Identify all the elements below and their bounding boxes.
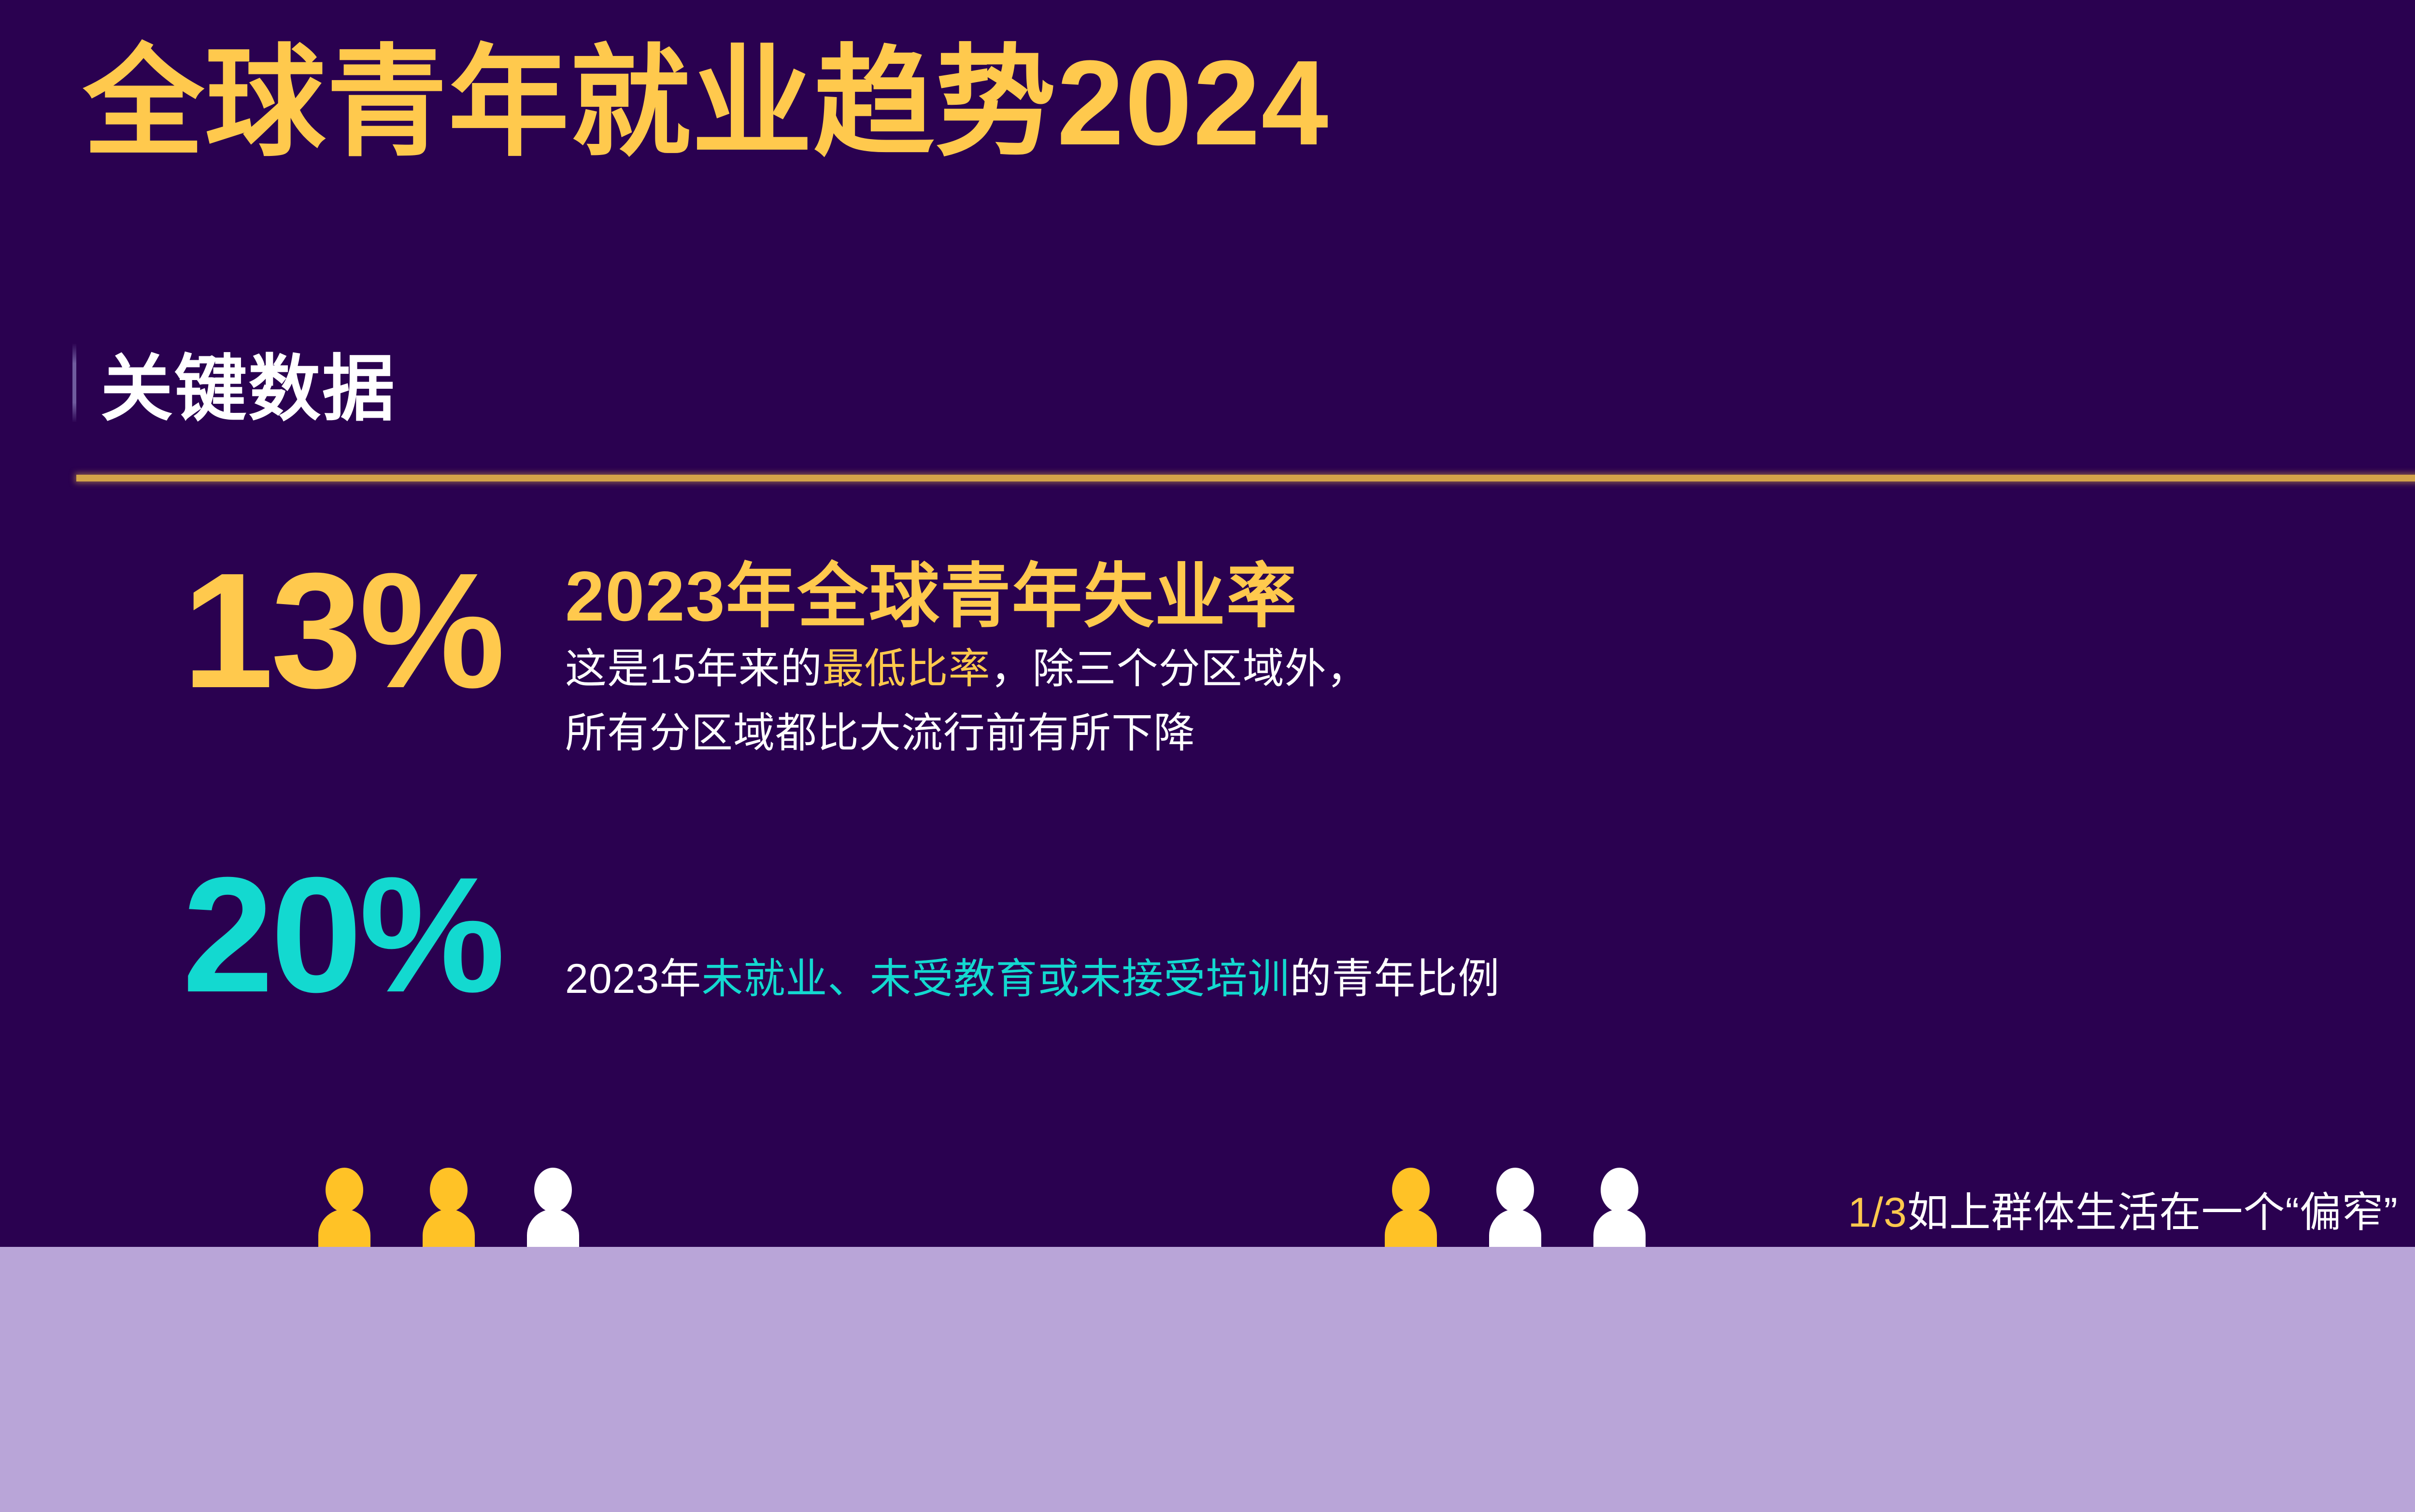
stat-row-unemployment: 13% 2023年全球青年失业率 这是15年来的最低比率，除三个分区域外， 所有… [43,539,1369,765]
person-head [534,1168,572,1212]
person-head [1496,1168,1534,1212]
desc-text-post: ，除三个分区域外， [990,645,1369,692]
section-heading-block: 关键数据 [72,333,396,432]
gold-divider [76,475,2415,481]
pictogram-caption: 1/3如上群体生活在一个“偏窄” [1848,1168,2398,1239]
stat-body-unemployment: 2023年全球青年失业率 这是15年来的最低比率，除三个分区域外， 所有分区域都… [565,553,1369,765]
stat-value-neet: 20% [182,843,506,1027]
stat-heading-unemployment: 2023年全球青年失业率 [565,557,1298,636]
person-head [1392,1168,1430,1212]
desc-highlight-lowest-rate: 最低比率 [822,645,991,692]
neet-desc-post: 的青年比例 [1290,956,1500,1002]
section-title: 关键数据 [100,348,397,429]
stat-description-neet: 2023年未就业、未受教育或未接受培训的青年比例 [565,947,1500,1011]
desc-text-pre: 这是15年来的 [565,645,823,692]
bottom-overlay-panel [0,1247,2415,1512]
stat-row-neet: 20% 2023年未就业、未受教育或未接受培训的青年比例 [43,843,1500,1027]
stat-description-line-2: 所有分区域都比大流行前有所下降 [565,710,1195,757]
stat-description-line-1: 这是15年来的最低比率，除三个分区域外， [565,637,1369,701]
stat-value-unemployment: 13% [182,539,506,722]
page-title: 全球青年就业趋势2024 [83,35,1330,170]
stat-body-neet: 2023年未就业、未受教育或未接受培训的青年比例 [565,857,1500,1011]
person-head [326,1168,363,1212]
caption-fraction: 1/3 [1848,1189,1907,1236]
neet-desc-pre: 2023年 [565,956,702,1002]
person-head [430,1168,468,1212]
caption-rest: 如上群体生活在一个“偏窄” [1907,1189,2398,1236]
section-accent-bar [72,343,76,422]
person-head [1601,1168,1638,1212]
neet-desc-highlight: 未就业、未受教育或未接受培训 [701,956,1290,1002]
